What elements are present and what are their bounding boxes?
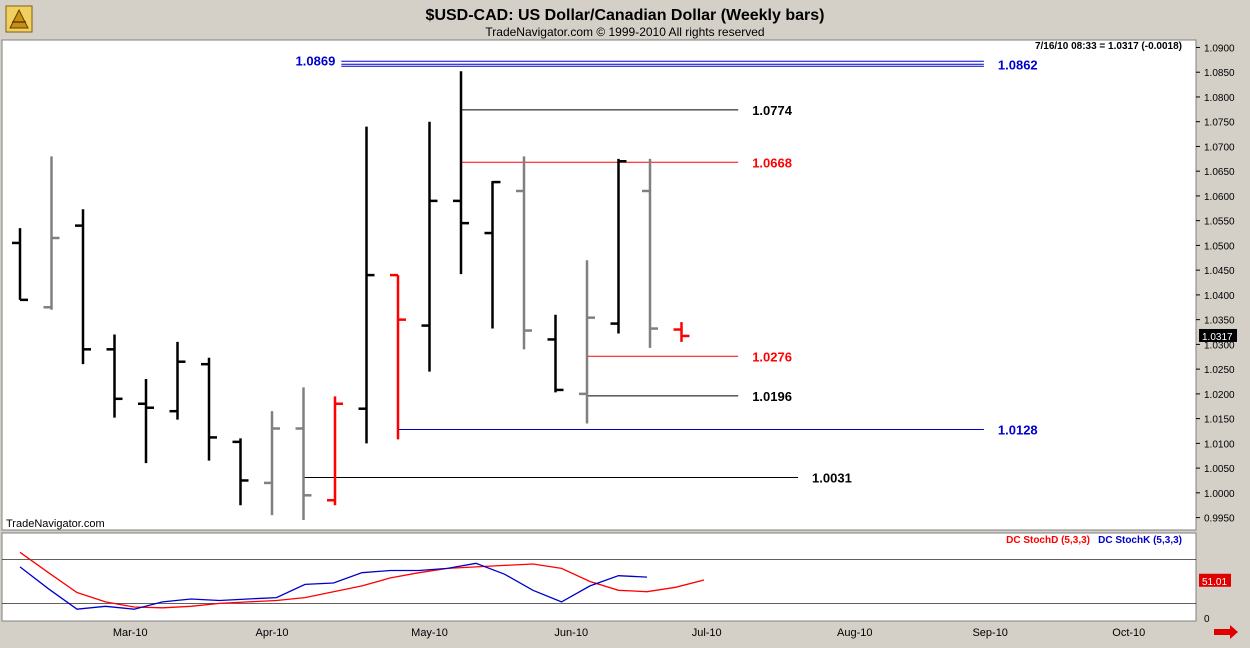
ohlc-bar [484, 180, 501, 329]
scroll-right-arrow-icon[interactable] [1212, 625, 1240, 639]
ohlc-bar [264, 411, 280, 516]
ohlc-bar [232, 438, 249, 506]
price-tick-label: 1.0650 [1204, 167, 1235, 178]
level-label: 1.0128 [998, 422, 1038, 437]
price-tick-label: 1.0300 [1204, 340, 1235, 351]
watermark-text: TradeNavigator.com [6, 518, 105, 530]
price-tick-label: 1.0350 [1204, 316, 1235, 327]
price-tick-label: 1.0200 [1204, 390, 1235, 401]
ohlc-bar [547, 314, 564, 393]
date-tick-label: Aug-10 [837, 627, 872, 639]
ohlc-bar [579, 260, 595, 424]
price-tick-label: 1.0750 [1204, 118, 1235, 129]
level-label: 1.0869 [296, 53, 336, 68]
level-label: 1.0196 [752, 389, 792, 404]
level-lines: 1.0869 1.0862 1.0774 1.0668 1.0276 1.0196 1.01… [296, 53, 1038, 485]
date-tick-label: Jun-10 [554, 627, 588, 639]
date-tick-label: Mar-10 [113, 627, 148, 639]
stochastic-series-line [19, 551, 705, 609]
price-tick-label: 1.0450 [1204, 266, 1235, 277]
level-label: 1.0031 [812, 470, 852, 485]
level-label: 1.0774 [752, 103, 793, 118]
stochastic-legend-entry: DC StochK (5,3,3) [1098, 535, 1182, 546]
ohlc-bar [169, 341, 186, 420]
stochastic-last-value-box [1199, 573, 1231, 587]
price-tick-label: 0.9950 [1204, 514, 1235, 525]
last-price-box [1199, 328, 1237, 342]
chart-title: $USD-CAD: US Dollar/Canadian Dollar (Wee… [426, 7, 825, 24]
ohlc-bar [75, 209, 91, 365]
price-tick-label: 1.0550 [1204, 217, 1235, 228]
price-tick-label: 1.0600 [1204, 192, 1235, 203]
price-tick-label: 1.0100 [1204, 439, 1235, 450]
ohlc-bar [358, 126, 375, 444]
price-tick-label: 1.0900 [1204, 43, 1235, 54]
ohlc-bar [138, 379, 154, 464]
date-tick-label: Oct-10 [1112, 627, 1145, 639]
price-tick-label: 1.0500 [1204, 241, 1235, 252]
ohlc-bar [673, 322, 690, 342]
ohlc-bar [642, 158, 658, 348]
date-tick-label: Apr-10 [255, 627, 288, 639]
stochastic-legend: DC StochD (5,3,3) DC StochK (5,3,3) [1006, 535, 1182, 546]
stochastic-legend-entry: DC StochD (5,3,3) [1006, 535, 1090, 546]
level-label: 1.0668 [752, 155, 792, 170]
price-tick-label: 1.0700 [1204, 142, 1235, 153]
price-tick-label: 1.0050 [1204, 464, 1235, 475]
stochastic-series-line [19, 562, 648, 610]
date-axis: Mar-10 Apr-10 May-10 Jun-10 Jul-10 Aug-10 Sep-… [113, 627, 1145, 639]
stochastic-lines [2, 551, 1196, 610]
ohlc-bar [327, 396, 343, 506]
ohlc-bar [421, 121, 438, 372]
price-tick-label: 1.0150 [1204, 415, 1235, 426]
level-label: 1.0276 [752, 349, 792, 364]
ohlc-bar [12, 228, 28, 302]
price-tick-label: 1.0250 [1204, 365, 1235, 376]
ohlc-bar [295, 387, 312, 521]
ohlc-bar [106, 334, 123, 418]
ohlc-bar [43, 156, 60, 310]
ohlc-bars [12, 71, 690, 521]
ohlc-bar [516, 156, 532, 350]
level-label: 1.0862 [998, 57, 1038, 72]
date-tick-label: Jul-10 [692, 627, 722, 639]
stochastic-tick-label: 0 [1204, 614, 1210, 625]
price-tick-label: 1.0000 [1204, 489, 1235, 500]
ohlc-bar [610, 158, 627, 334]
quote-readout: 7/16/10 08:33 = 1.0317 (-0.0018) [1035, 41, 1182, 52]
price-panel [1, 39, 1197, 531]
date-tick-label: Sep-10 [972, 627, 1007, 639]
stochastic-axis: 51.01 0 [1199, 573, 1231, 625]
stochastic-panel [1, 532, 1197, 622]
trade-navigator-logo-icon[interactable] [5, 5, 33, 33]
price-axis: 1.0900 1.0850 1.0800 1.0750 1.0700 1.0650 1.06… [1196, 43, 1237, 525]
price-tick-label: 1.0850 [1204, 68, 1235, 79]
chart-subtitle: TradeNavigator.com © 1999-2010 All right… [485, 25, 764, 39]
ohlc-bar [390, 273, 406, 440]
stochastic-last-value-label: 51.01 [1202, 577, 1227, 588]
date-tick-label: May-10 [411, 627, 448, 639]
ohlc-bar [453, 71, 469, 275]
price-tick-label: 1.0800 [1204, 93, 1235, 104]
price-tick-label: 1.0400 [1204, 291, 1235, 302]
ohlc-bar [201, 357, 217, 461]
last-price-label: 1.0317 [1202, 332, 1233, 343]
